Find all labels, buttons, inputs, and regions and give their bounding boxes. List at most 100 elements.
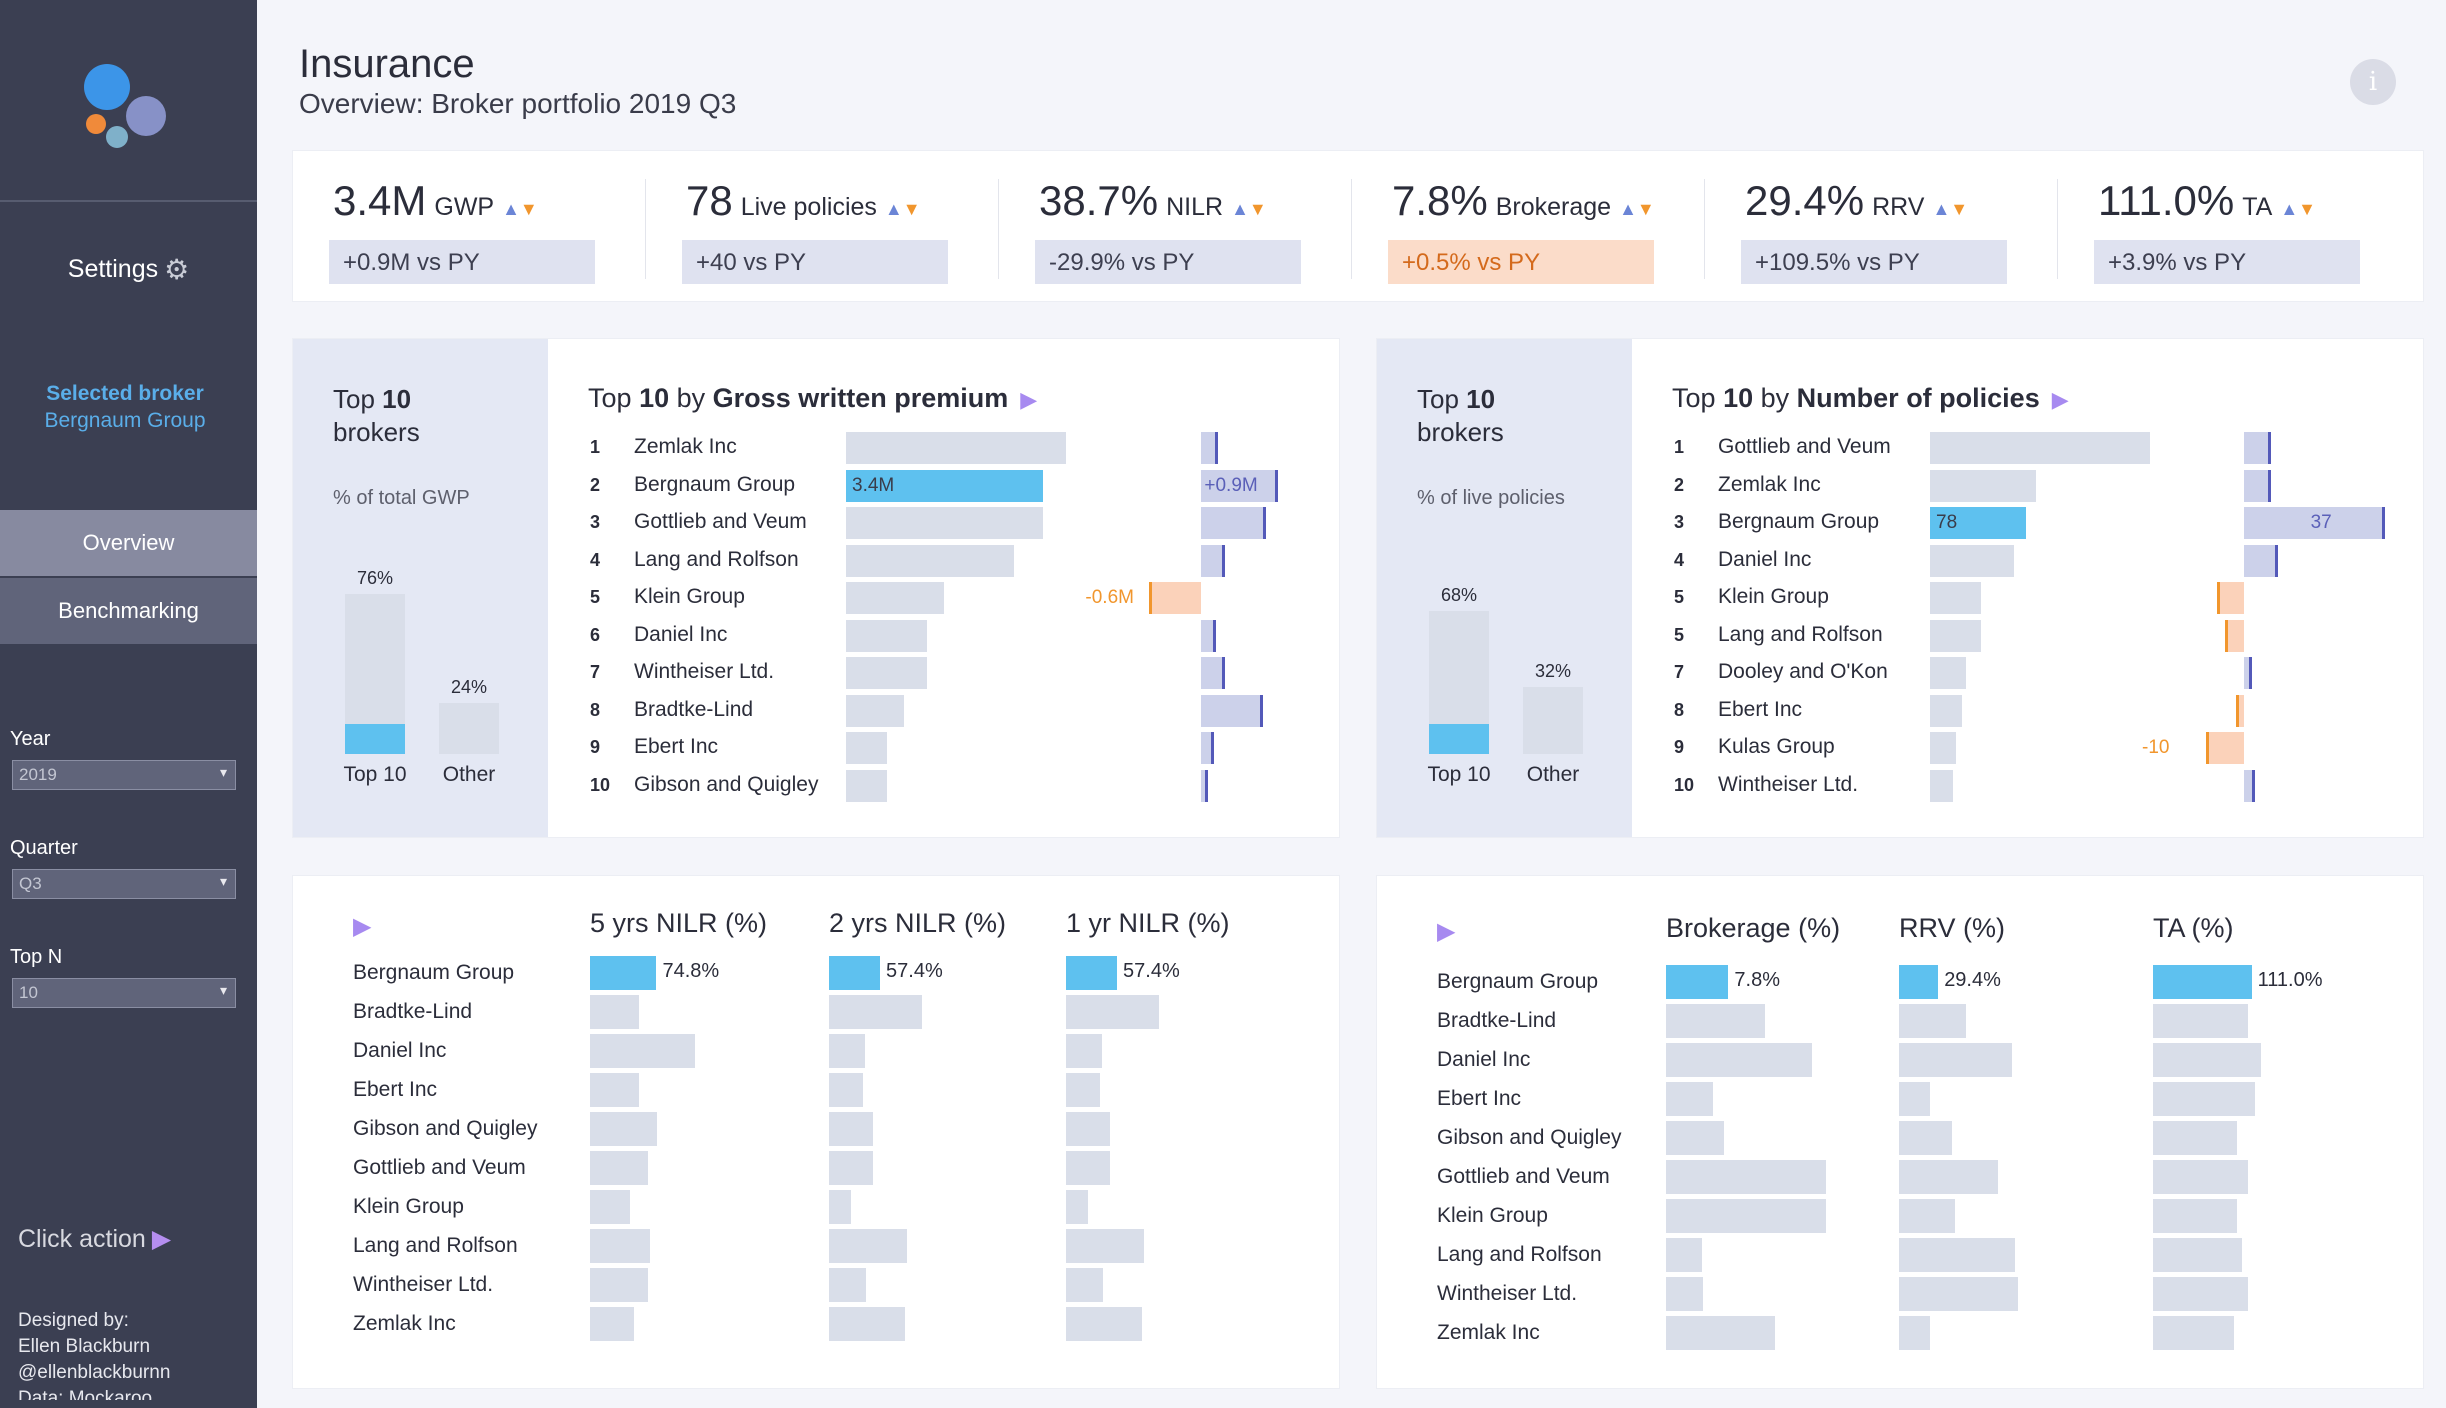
value-bar[interactable] [1930,769,1954,802]
metric-bar[interactable] [590,1034,695,1068]
broker-name[interactable]: Wintheiser Ltd. [1437,1282,1578,1305]
broker-name[interactable]: Daniel Inc [1437,1048,1531,1071]
broker-name[interactable]: Klein Group [634,585,745,608]
metric-bar[interactable] [829,1112,874,1146]
value-bar[interactable] [846,469,1043,502]
metric-bar[interactable] [2153,1004,2249,1038]
value-bar[interactable] [1930,432,2150,464]
value-bar[interactable] [846,582,945,614]
value-bar[interactable] [846,732,887,764]
broker-name[interactable]: Bergnaum Group [1437,970,1599,993]
metric-bar[interactable] [1666,1082,1714,1116]
metric-bar[interactable] [1666,1121,1724,1155]
metric-bar[interactable] [829,995,923,1029]
broker-name[interactable]: Bradtke-Lind [353,1000,473,1023]
broker-name[interactable]: Daniel Inc [353,1039,447,1062]
broker-name[interactable]: Bergnaum Group [1718,510,1880,533]
value-bar[interactable] [1930,582,1981,614]
metric-bar[interactable] [829,956,881,990]
metric-bar[interactable] [1666,1160,1826,1194]
metric-bar[interactable] [1066,1112,1111,1146]
play-icon[interactable]: ▶ [1020,387,1038,412]
metric-bar[interactable] [1899,1160,1998,1194]
click-action[interactable]: Click action ▶ [18,1224,171,1254]
value-bar[interactable] [846,544,1014,577]
broker-name[interactable]: Zemlak Inc [1718,472,1821,496]
year-select[interactable]: 2019 ▾ [12,760,236,790]
metric-bar[interactable] [2153,1082,2256,1116]
broker-name[interactable]: Gibson and Quigley [634,772,819,796]
play-icon[interactable]: ▶ [353,913,372,940]
metric-bar[interactable] [1066,1307,1143,1341]
metric-bar[interactable] [2153,1121,2238,1155]
metric-bar[interactable] [2153,965,2252,999]
metric-bar[interactable] [1666,1277,1703,1311]
metric-bar[interactable] [1066,1190,1089,1224]
broker-name[interactable]: Lang and Rolfson [353,1234,518,1257]
broker-name[interactable]: Lang and Rolfson [1437,1243,1602,1266]
metric-bar[interactable] [2153,1316,2234,1350]
metric-bar[interactable] [1666,1238,1702,1272]
broker-name[interactable]: Gottlieb and Veum [1437,1165,1610,1188]
value-bar[interactable] [1930,469,2037,502]
broker-name[interactable]: Bradtke-Lind [634,697,754,721]
metric-bar[interactable] [590,995,639,1029]
metric-bar[interactable] [2153,1160,2249,1194]
metric-bar[interactable] [2153,1238,2242,1272]
broker-name[interactable]: Gibson and Quigley [1437,1126,1622,1149]
metric-bar[interactable] [1899,965,1939,999]
metric-bar[interactable] [829,1034,865,1068]
broker-name[interactable]: Gottlieb and Veum [353,1156,526,1179]
value-bar[interactable] [1930,732,1956,764]
value-bar[interactable] [846,657,928,689]
metric-bar[interactable] [1899,1043,2013,1077]
broker-name[interactable]: Ebert Inc [1437,1087,1522,1110]
metric-bar[interactable] [1666,1004,1766,1038]
value-bar[interactable] [1930,657,1966,689]
value-bar[interactable] [846,769,887,802]
metric-bar[interactable] [829,1268,867,1302]
metric-bar[interactable] [1666,1199,1826,1233]
metric-bar[interactable] [590,1307,634,1341]
metric-bar[interactable] [590,1268,648,1302]
broker-name[interactable]: Gibson and Quigley [353,1117,538,1140]
metric-bar[interactable] [1666,1043,1812,1077]
broker-name[interactable]: Klein Group [1437,1204,1548,1227]
metric-bar[interactable] [2153,1043,2261,1077]
broker-name[interactable]: Dooley and O'Kon [1718,660,1888,683]
metric-bar[interactable] [1066,995,1160,1029]
broker-name[interactable]: Lang and Rolfson [1718,622,1883,646]
metric-bar[interactable] [1899,1199,1955,1233]
value-bar[interactable] [1930,694,1963,727]
broker-name[interactable]: Klein Group [353,1195,464,1218]
broker-name[interactable]: Kulas Group [1718,735,1835,758]
metric-bar[interactable] [2153,1277,2249,1311]
value-bar[interactable] [1930,544,2015,577]
settings-button[interactable]: Settings ⚙ [0,253,257,286]
broker-name[interactable]: Zemlak Inc [634,435,737,458]
nav-overview-button[interactable]: Overview [0,510,257,576]
broker-name[interactable]: Bradtke-Lind [1437,1009,1557,1032]
broker-name[interactable]: Wintheiser Ltd. [634,660,775,683]
metric-bar[interactable] [590,1073,639,1107]
broker-name[interactable]: Wintheiser Ltd. [353,1273,494,1296]
metric-bar[interactable] [1899,1082,1930,1116]
value-bar[interactable] [846,507,1043,539]
topn-select[interactable]: 10 ▾ [12,978,236,1008]
value-bar[interactable] [1930,619,1981,652]
metric-bar[interactable] [1899,1121,1953,1155]
metric-bar[interactable] [2153,1199,2238,1233]
broker-name[interactable]: Bergnaum Group [634,472,796,496]
broker-name[interactable]: Ebert Inc [634,735,719,758]
nav-benchmarking-button[interactable]: Benchmarking [0,578,257,644]
broker-name[interactable]: Ebert Inc [353,1078,438,1101]
metric-bar[interactable] [829,1151,874,1185]
metric-bar[interactable] [829,1229,908,1263]
metric-bar[interactable] [1066,1151,1111,1185]
metric-bar[interactable] [1666,1316,1775,1350]
value-bar[interactable] [846,619,928,652]
metric-bar[interactable] [590,1190,630,1224]
value-bar[interactable] [846,432,1066,464]
broker-name[interactable]: Daniel Inc [634,622,728,646]
metric-bar[interactable] [1066,1268,1104,1302]
